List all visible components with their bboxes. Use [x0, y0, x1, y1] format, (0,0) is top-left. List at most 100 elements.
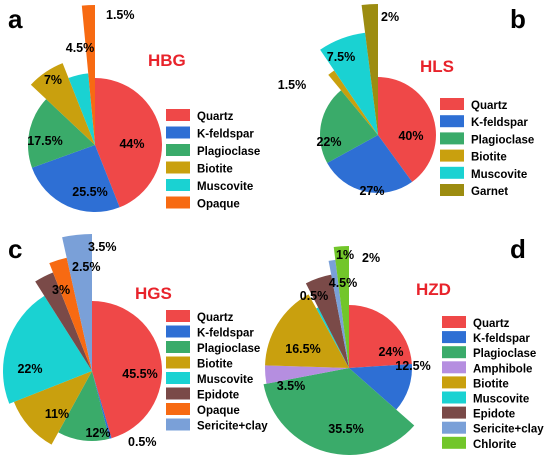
legend-label-d-k-feldspar: K-feldspar [473, 333, 530, 345]
legend-swatch-d-biotite [442, 376, 466, 389]
pie-slice-c-epidote [35, 272, 92, 371]
legend-label-a-opaque: Opaque [197, 199, 240, 211]
legend-label-c-plagioclase: Plagioclase [197, 343, 260, 355]
legend-swatch-d-quartz [442, 316, 466, 328]
pie-slice-b-biotite [328, 70, 378, 135]
legend-label-c-epidote: Epidote [197, 390, 239, 402]
legend-label-c-quartz: Quartz [197, 312, 234, 324]
legend-label-d-sericite-clay: Sericite+clay [473, 424, 544, 436]
slice-label-d-amphibole: 3.5% [277, 379, 306, 393]
legend-swatch-a-opaque [166, 196, 190, 209]
legend-label-b-biotite: Biotite [471, 152, 507, 164]
legend-swatch-c-sericite-clay [166, 418, 190, 431]
legend-label-c-muscovite: Muscovite [197, 374, 253, 386]
legend-swatch-d-muscovite [442, 391, 466, 404]
legend-label-c-opaque: Opaque [197, 405, 240, 417]
slice-label-c-plagioclase: 12% [85, 426, 110, 440]
slice-label-d-k-feldspar: 12.5% [395, 359, 430, 373]
panel-letter-a: a [8, 4, 23, 34]
panel-letter-b: b [510, 4, 526, 34]
pie-slice-d-epidote [305, 274, 349, 368]
legend-swatch-a-biotite [166, 161, 190, 174]
pie-slice-c-biotite [13, 371, 92, 445]
panel-d-hzd: d HZD 24%12.5% 35.5% 3.5% 16.5% 0.5%4.5% 1% 2% Qu… [263, 234, 544, 455]
slice-label-a-k-feldspar: 25.5% [72, 185, 107, 199]
legend-swatch-a-muscovite [166, 179, 190, 191]
legend-label-b-k-feldspar: K-feldspar [471, 117, 528, 129]
legend-swatch-d-chlorite [442, 436, 466, 449]
legend-label-b-quartz: Quartz [471, 100, 508, 112]
slice-label-c-epidote: 3% [52, 283, 70, 297]
pie-slice-d-k-feldspar [349, 364, 413, 410]
legend-label-d-muscovite: Muscovite [473, 394, 529, 406]
pie-slice-b-k-feldspar [327, 135, 413, 193]
panel-letter-c: c [8, 234, 22, 264]
legend-swatch-b-muscovite [440, 166, 464, 179]
pie-slice-b-quartz [378, 77, 436, 182]
slice-label-c-biotite: 11% [45, 407, 69, 421]
legend-swatch-d-amphibole [442, 361, 466, 374]
legend-label-d-biotite: Biotite [473, 378, 509, 390]
slice-label-a-quartz: 44% [119, 137, 144, 151]
slice-label-d-sericite-clay: 1% [336, 248, 354, 262]
legend-label-c-sericite-clay: Sericite+clay [197, 421, 268, 433]
slice-label-b-plagioclase: 22% [316, 135, 341, 149]
legend-label-c-k-feldspar: K-feldspar [197, 328, 254, 340]
panel-letter-d: d [510, 234, 526, 264]
slice-label-d-epidote: 4.5% [329, 276, 358, 290]
slice-label-a-plagioclase: 17.5% [27, 134, 62, 148]
legend-swatch-d-sericite-clay [442, 421, 466, 434]
panel-title-d: HZD [416, 280, 451, 299]
pie-slice-c-quartz [92, 301, 162, 439]
legend-swatch-b-plagioclase [440, 132, 464, 145]
legend-swatch-c-k-feldspar [166, 325, 190, 338]
legend-label-b-plagioclase: Plagioclase [471, 134, 534, 146]
panel-b-hls: b HLS 40% 27% 22% 1.5% 7.5% 2% Quartz K-feldspar P… [278, 3, 534, 198]
pie-slice-a-plagioclase [27, 99, 95, 168]
panel-a-hbg: a HBG 44% 25.5% 17.5% 7% 4.5% 1.5% Quartz K-felds… [8, 4, 260, 213]
legend-label-b-garnet: Garnet [471, 186, 508, 198]
slice-label-d-plagioclase: 35.5% [328, 422, 363, 436]
legend-label-a-k-feldspar: K-feldspar [197, 129, 254, 141]
pie-slice-d-plagioclase [263, 368, 415, 455]
slice-label-a-opaque: 1.5% [106, 8, 135, 22]
pie-slice-a-opaque [81, 4, 95, 145]
legend-swatch-b-biotite [440, 149, 464, 162]
pie-slice-d-quartz [349, 305, 412, 368]
panel-title-b: HLS [420, 57, 454, 76]
slice-label-a-biotite: 7% [44, 73, 62, 87]
slice-label-c-opaque: 2.5% [72, 260, 101, 274]
slice-label-b-k-feldspar: 27% [359, 184, 384, 198]
pie-slice-c-plagioclase [58, 371, 110, 441]
legend-label-d-plagioclase: Plagioclase [473, 348, 536, 360]
slice-label-b-muscovite: 7.5% [327, 50, 356, 64]
slice-label-c-k-feldspar: 0.5% [128, 435, 157, 449]
slice-label-a-muscovite: 4.5% [66, 41, 95, 55]
legend-label-d-amphibole: Amphibole [473, 363, 532, 375]
legend-label-d-chlorite: Chlorite [473, 439, 516, 451]
legend-swatch-b-garnet [440, 184, 464, 196]
legend-swatch-d-plagioclase [442, 346, 466, 359]
legend-swatch-a-k-feldspar [166, 126, 190, 139]
pie-slice-b-garnet [361, 3, 378, 135]
pie-slice-d-chlorite [333, 246, 349, 368]
pie-slice-d-sericite-clay [328, 259, 349, 368]
pie-slice-a-muscovite [68, 73, 95, 145]
legend-label-c-biotite: Biotite [197, 359, 233, 371]
slice-label-b-garnet: 2% [381, 10, 399, 24]
pie-slice-b-plagioclase [319, 90, 378, 163]
legend-label-b-muscovite: Muscovite [471, 169, 527, 181]
legend-swatch-c-plagioclase [166, 341, 190, 353]
legend-swatch-a-quartz [166, 109, 190, 121]
panel-c-hgs: c HGS 45.5% 0.5% 12% 11% 22% 3%2.5% 3.5% Quartz K-… [2, 234, 268, 449]
slice-label-c-quartz: 45.5% [122, 367, 157, 381]
slice-label-d-biotite: 16.5% [285, 342, 320, 356]
pie-slice-a-biotite [30, 63, 96, 145]
slice-label-d-quartz: 24% [378, 345, 403, 359]
legend-swatch-c-muscovite [166, 372, 190, 384]
pie-slice-d-amphibole [264, 365, 349, 384]
legend-swatch-b-k-feldspar [440, 115, 464, 128]
pie-slice-c-muscovite [2, 295, 93, 404]
pie-slice-c-k-feldspar [92, 371, 112, 439]
